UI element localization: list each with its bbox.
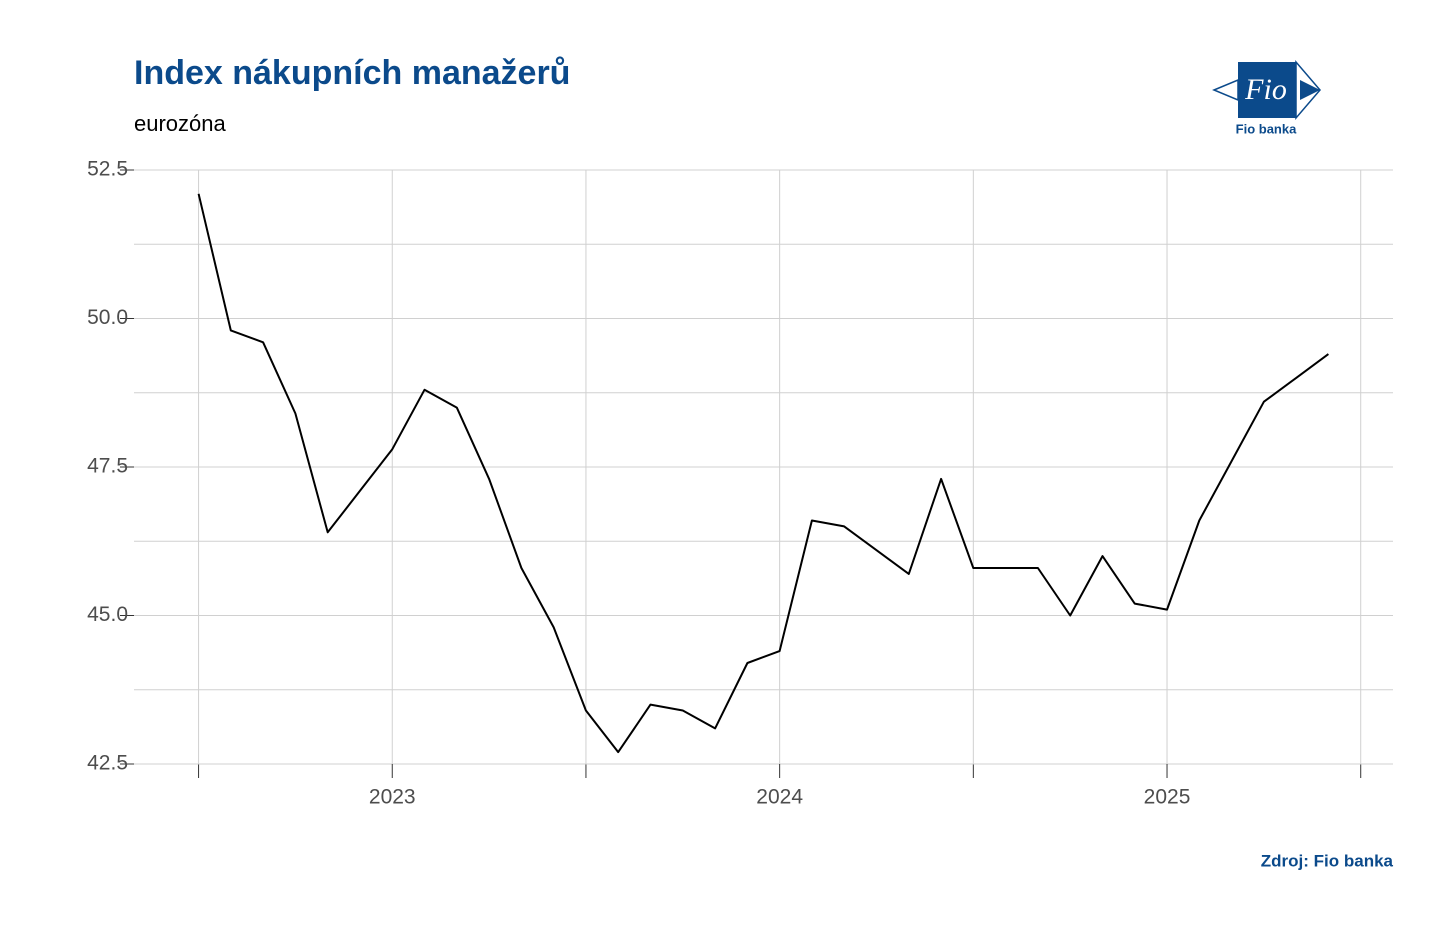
y-tick-label: 45.0 [87, 603, 128, 626]
y-tick-label: 47.5 [87, 455, 128, 478]
logo-text: Fio banka [1236, 121, 1297, 136]
logo-mark: Fio [1244, 73, 1287, 106]
y-tick-label: 50.0 [87, 306, 128, 329]
chart-title: Index nákupních manažerů [134, 54, 570, 92]
x-tick-label: 2024 [756, 786, 803, 809]
y-tick-label: 52.5 [87, 158, 128, 181]
x-tick-label: 2023 [369, 786, 416, 809]
source: Zdroj: Fio banka [1261, 851, 1394, 870]
logo-shape [1300, 80, 1320, 100]
line [197, 193, 1329, 754]
logo: Fio Fio banka [1212, 59, 1321, 136]
chart-subtitle: eurozóna [134, 111, 227, 136]
y-tick-label: 42.5 [87, 752, 128, 775]
x-tick-label: 2025 [1144, 786, 1191, 809]
